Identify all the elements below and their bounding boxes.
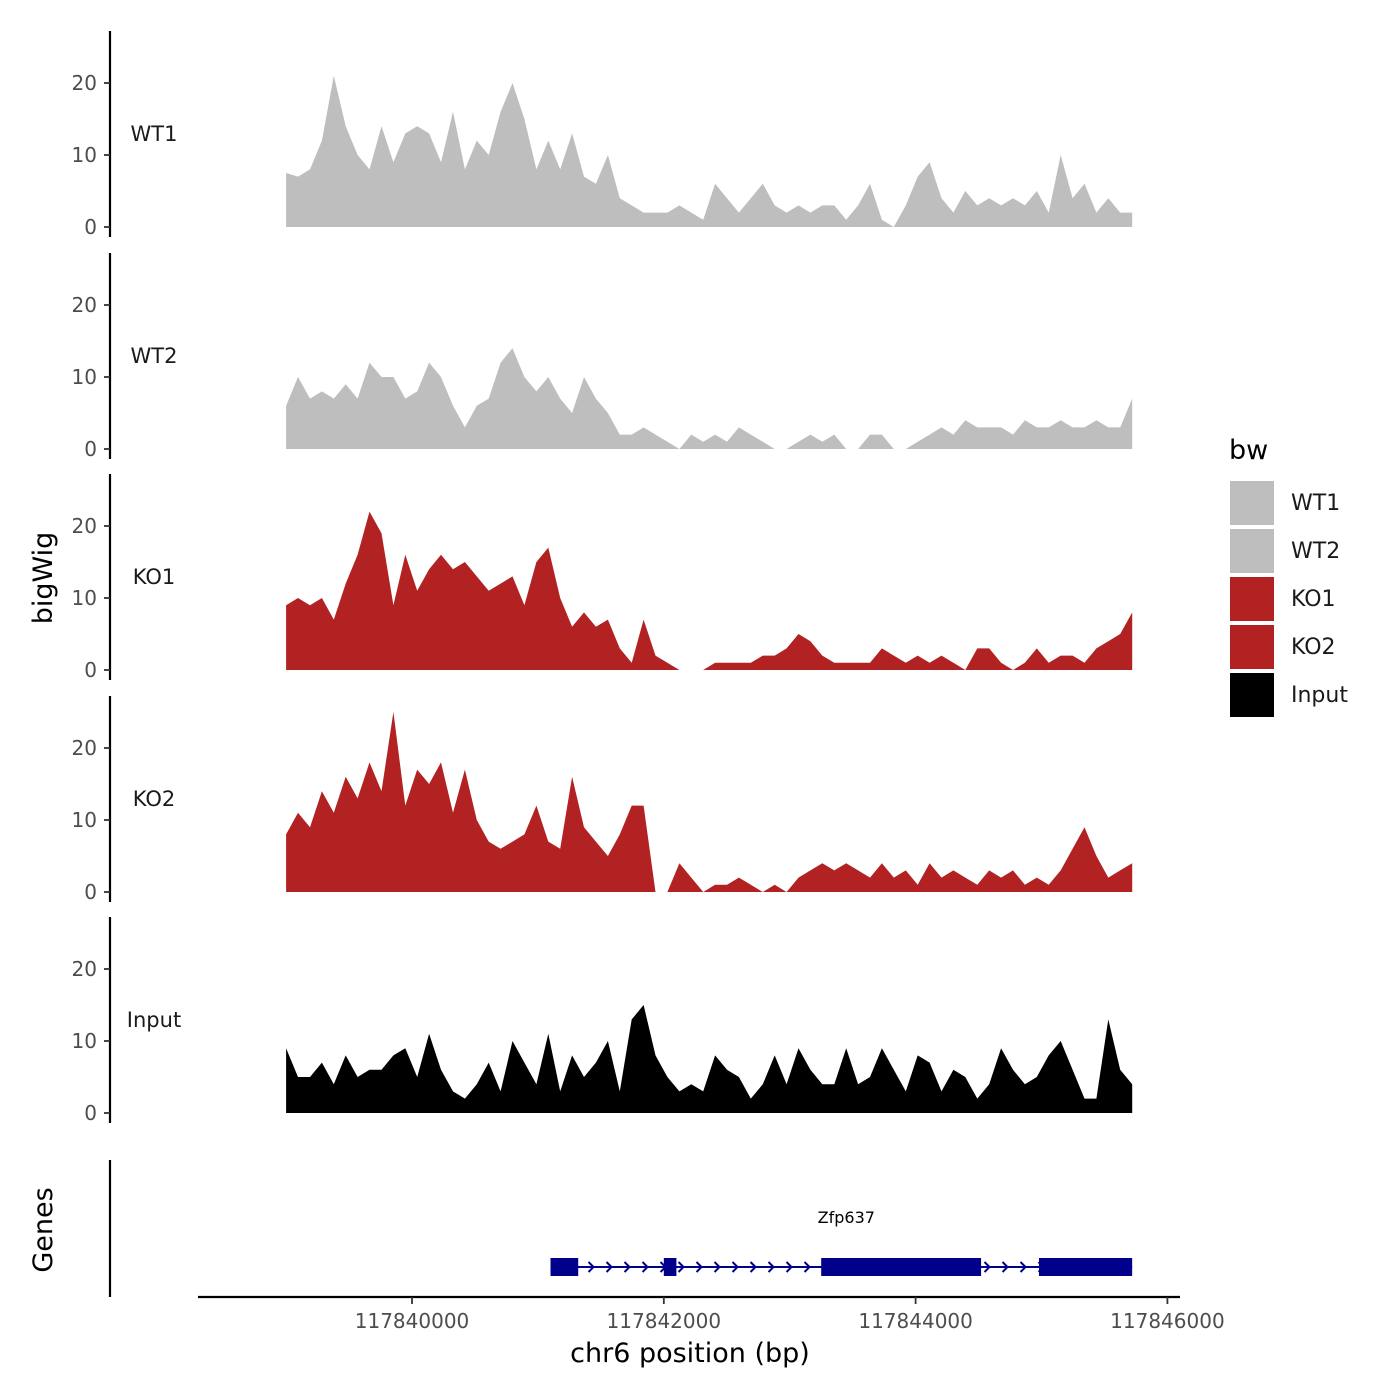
y-tick-label: 20 — [72, 293, 97, 317]
legend-label: WT2 — [1291, 539, 1340, 564]
strand-arrow — [587, 1261, 595, 1273]
y-tick-label: 10 — [72, 808, 97, 832]
y-tick-label: 10 — [72, 365, 97, 389]
legend-title: bw — [1229, 435, 1268, 466]
y-tick-label: 20 — [72, 957, 97, 981]
x-tick-label: 117840000 — [355, 1309, 470, 1333]
y-tick-label: 0 — [84, 215, 97, 239]
legend-swatch — [1228, 479, 1276, 527]
legend-label: WT1 — [1291, 491, 1340, 516]
y-tick-label: 20 — [72, 71, 97, 95]
strand-arrow — [1019, 1261, 1027, 1273]
legend-swatch — [1228, 671, 1276, 719]
x-axis: 117840000 117842000 117844000 117846000 — [198, 1295, 1225, 1333]
track-label: WT2 — [131, 344, 178, 368]
x-tick-label: 117846000 — [1110, 1309, 1225, 1333]
track-wt2: 0 10 20 WT2 — [72, 253, 1133, 461]
y-tick-label: 10 — [72, 143, 97, 167]
track-label: WT1 — [131, 122, 178, 146]
area-ko1 — [286, 511, 1133, 670]
strand-arrow — [713, 1261, 721, 1273]
exon — [821, 1258, 982, 1276]
track-ko2: 0 10 20 KO2 — [72, 696, 1133, 904]
track-wt1: 0 10 20 WT1 — [72, 31, 1133, 239]
legend-item-input: Input — [1228, 671, 1348, 719]
tracks-layer: 0 10 20 WT1 0 10 20 WT2 0 10 20 KO1 0 10 20 KO2 0 10 20 Inp… — [72, 31, 1133, 1125]
y-tick-label: 0 — [84, 880, 97, 904]
strand-arrow — [731, 1261, 739, 1273]
y-tick-label: 0 — [84, 658, 97, 682]
x-tick-label: 117842000 — [607, 1309, 722, 1333]
legend-item-wt1: WT1 — [1228, 479, 1340, 527]
gene-zfp637: Zfp637 — [550, 1208, 1133, 1276]
y-axis-title: bigWig — [28, 532, 59, 625]
strand-arrow — [983, 1261, 991, 1273]
strand-arrow — [1001, 1261, 1009, 1273]
track-label: KO1 — [133, 565, 176, 589]
legend-label: KO2 — [1291, 635, 1336, 660]
area-ko2 — [286, 712, 1133, 892]
y-tick-label: 10 — [72, 586, 97, 610]
gene-track-title: Genes — [28, 1187, 59, 1272]
track-ko1: 0 10 20 KO1 — [72, 474, 1133, 682]
strand-arrow — [803, 1261, 811, 1273]
track-label: Input — [127, 1008, 181, 1032]
strand-arrow — [695, 1261, 703, 1273]
y-tick-label: 20 — [72, 514, 97, 538]
area-input — [286, 1005, 1133, 1113]
strand-arrow — [677, 1261, 685, 1273]
y-tick-label: 0 — [84, 437, 97, 461]
legend-swatch — [1228, 623, 1276, 671]
strand-arrow — [767, 1261, 775, 1273]
area-wt2 — [286, 348, 1133, 449]
legend-item-wt2: WT2 — [1228, 527, 1340, 575]
strand-arrow — [605, 1261, 613, 1273]
x-axis-title: chr6 position (bp) — [570, 1338, 810, 1369]
strand-arrow — [623, 1261, 631, 1273]
gene-name: Zfp637 — [818, 1208, 875, 1227]
legend-label: KO1 — [1291, 587, 1336, 612]
x-tick-label: 117844000 — [858, 1309, 973, 1333]
legend: bw WT1 WT2 KO1 KO2 Input — [1228, 435, 1348, 719]
legend-swatch — [1228, 527, 1276, 575]
y-tick-label: 0 — [84, 1101, 97, 1125]
legend-label: Input — [1291, 683, 1348, 708]
strand-arrow — [641, 1261, 649, 1273]
exon — [1038, 1258, 1133, 1276]
strand-arrow — [785, 1261, 793, 1273]
track-input: 0 10 20 Input — [72, 917, 1133, 1125]
exon — [550, 1258, 579, 1276]
strand-arrow — [749, 1261, 757, 1273]
legend-item-ko1: KO1 — [1228, 575, 1336, 623]
legend-item-ko2: KO2 — [1228, 623, 1336, 671]
area-wt1 — [286, 75, 1133, 227]
gene-track: Zfp637 — [108, 1160, 1133, 1297]
y-tick-label: 10 — [72, 1029, 97, 1053]
legend-swatch — [1228, 575, 1276, 623]
track-label: KO2 — [133, 787, 176, 811]
y-tick-label: 20 — [72, 736, 97, 760]
exon — [663, 1258, 677, 1276]
